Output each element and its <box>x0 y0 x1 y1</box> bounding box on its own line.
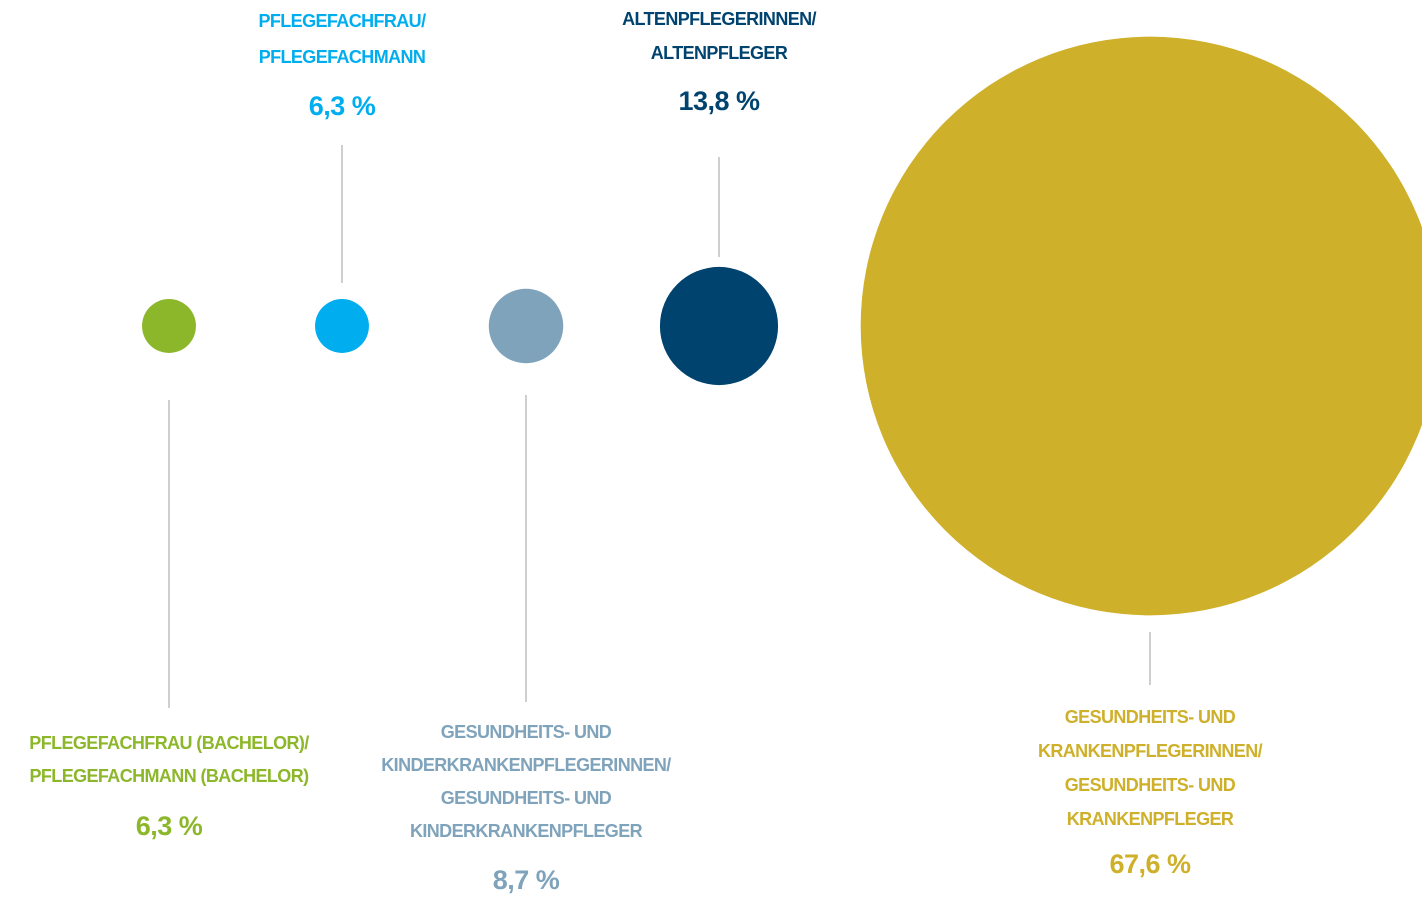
value-label: 6,3 % <box>136 811 203 841</box>
category-label: KRANKENPFLEGER <box>1067 809 1234 829</box>
category-label: GESUNDHEITS- UND <box>441 722 612 742</box>
value-label: 13,8 % <box>678 86 760 116</box>
bubble <box>659 266 779 386</box>
value-label: 8,7 % <box>493 865 560 895</box>
category-label: PFLEGEFACHFRAU (BACHELOR)/ <box>29 733 309 753</box>
bubble <box>142 299 196 353</box>
category-label: KINDERKRANKENPFLEGER <box>410 821 643 841</box>
category-label: ALTENPFLEGERINNEN/ <box>622 9 816 29</box>
value-label: 67,6 % <box>1109 849 1191 879</box>
category-label: PFLEGEFACHFRAU/ <box>258 11 426 31</box>
bubble <box>488 288 564 364</box>
category-label: GESUNDHEITS- UND <box>1065 775 1236 795</box>
value-label: 6,3 % <box>309 91 376 121</box>
category-label: GESUNDHEITS- UND <box>441 788 612 808</box>
bubble <box>315 299 369 353</box>
category-label: KRANKENPFLEGERINNEN/ <box>1038 741 1263 761</box>
category-label: PFLEGEFACHMANN <box>259 47 426 67</box>
category-label: KINDERKRANKENPFLEGERINNEN/ <box>381 755 671 775</box>
bubble <box>860 36 1422 616</box>
category-label: ALTENPFLEGER <box>651 43 788 63</box>
category-label: GESUNDHEITS- UND <box>1065 707 1236 727</box>
category-label: PFLEGEFACHMANN (BACHELOR) <box>30 766 310 786</box>
